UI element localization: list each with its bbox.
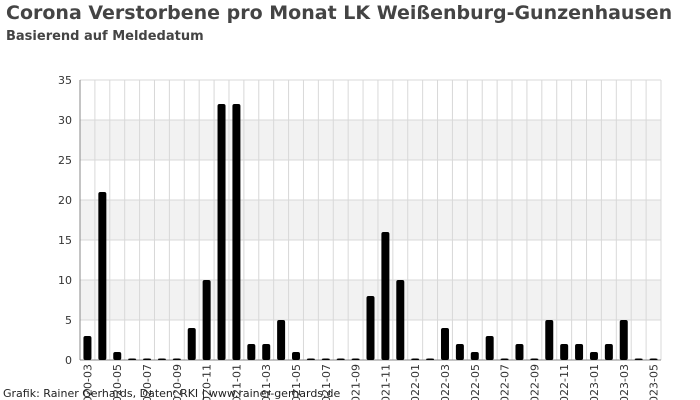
bar	[113, 352, 122, 360]
x-tick-label: 2022-11	[558, 364, 571, 400]
bar	[619, 320, 628, 360]
bar	[530, 358, 539, 360]
chart-subtitle: Basierend auf Meldedatum	[6, 29, 204, 44]
x-tick-label: 2020-11	[201, 364, 214, 400]
bar	[262, 344, 271, 360]
y-tick-label: 25	[58, 154, 72, 167]
x-tick-label: 2020-03	[81, 364, 94, 400]
x-tick-label: 2021-05	[290, 364, 303, 400]
bar	[128, 358, 137, 360]
bar	[247, 344, 256, 360]
bar	[157, 358, 166, 360]
bar	[277, 320, 286, 360]
x-tick-label: 2023-05	[648, 364, 661, 400]
bar	[232, 104, 241, 360]
bar	[83, 336, 92, 360]
bar	[575, 344, 584, 360]
bar	[306, 358, 315, 360]
bar	[560, 344, 569, 360]
bar	[217, 104, 226, 360]
x-tick-label: 2022-01	[409, 364, 422, 400]
y-tick-label: 0	[65, 354, 72, 367]
x-tick-label: 2021-03	[260, 364, 273, 400]
bar	[98, 192, 107, 360]
bar	[634, 358, 643, 360]
x-tick-label: 2022-05	[469, 364, 482, 400]
x-tick-label: 2021-07	[320, 364, 333, 400]
bar	[336, 358, 345, 360]
x-tick-label: 2020-07	[141, 364, 154, 400]
x-tick-label: 2020-05	[111, 364, 124, 400]
y-tick-label: 35	[58, 74, 72, 87]
bar	[202, 280, 211, 360]
bar	[440, 328, 449, 360]
x-tick-label: 2020-09	[171, 364, 184, 400]
bar	[366, 296, 375, 360]
x-tick-label: 2021-09	[350, 364, 363, 400]
bar	[351, 358, 360, 360]
bar	[411, 358, 420, 360]
grid-band	[80, 120, 661, 160]
bar	[470, 352, 479, 360]
y-tick-label: 5	[65, 314, 72, 327]
bar	[187, 328, 196, 360]
x-tick-label: 2023-03	[618, 364, 631, 400]
bar	[515, 344, 524, 360]
grid-band	[80, 200, 661, 240]
bar	[589, 352, 598, 360]
footer: Grafik: Rainer Gerhards, Daten: RKI | ww…	[3, 387, 341, 400]
bar	[381, 232, 390, 360]
bar	[545, 320, 554, 360]
bar	[455, 344, 464, 360]
x-tick-label: 2022-07	[499, 364, 512, 400]
bar	[649, 358, 658, 360]
x-tick-label: 2022-09	[528, 364, 541, 400]
bar	[321, 358, 330, 360]
x-tick-label: 2023-01	[588, 364, 601, 400]
x-tick-label: 2021-11	[379, 364, 392, 400]
bar	[292, 352, 301, 360]
y-tick-label: 30	[58, 114, 72, 127]
bar	[396, 280, 405, 360]
bar	[426, 358, 435, 360]
bar	[485, 336, 494, 360]
y-tick-label: 20	[58, 194, 72, 207]
y-tick-label: 10	[58, 274, 72, 287]
bar	[500, 358, 509, 360]
bar	[604, 344, 613, 360]
y-tick-label: 15	[58, 234, 72, 247]
bar	[143, 358, 152, 360]
x-tick-label: 2022-03	[439, 364, 452, 400]
chart-title: Corona Verstorbene pro Monat LK Weißenbu…	[6, 2, 672, 24]
x-tick-label: 2021-01	[230, 364, 243, 400]
bar	[172, 358, 181, 360]
